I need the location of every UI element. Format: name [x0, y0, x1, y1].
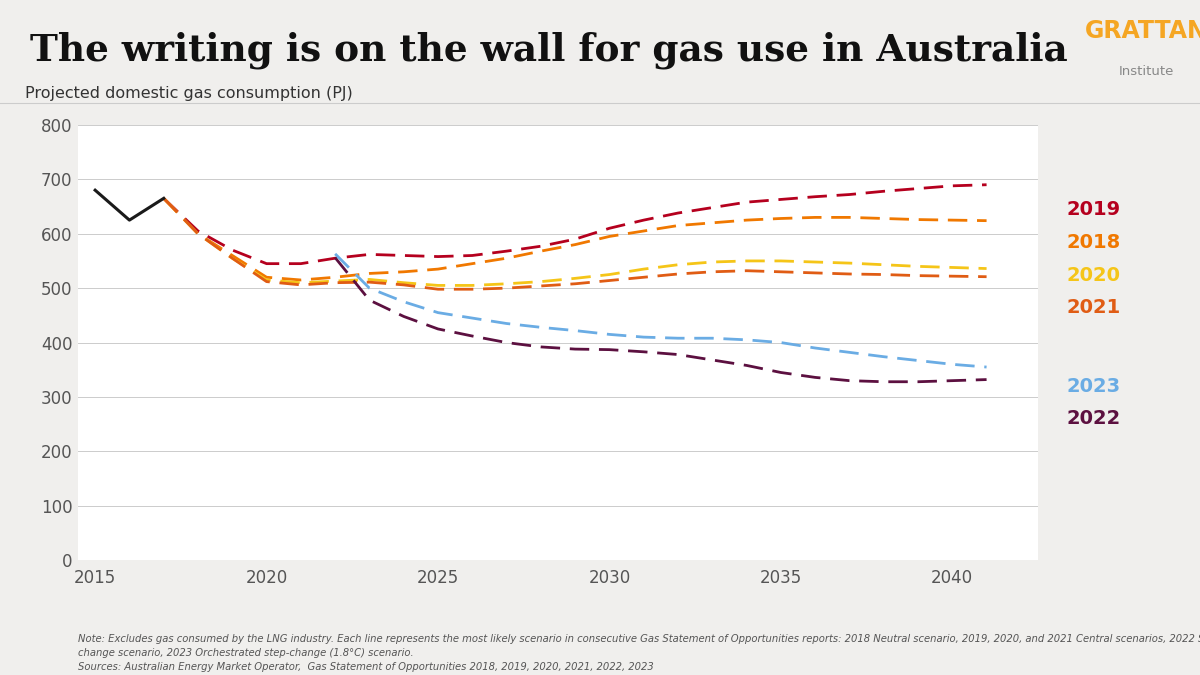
Text: GRATTAN: GRATTAN: [1085, 20, 1200, 43]
Text: 2019: 2019: [1067, 200, 1121, 219]
Text: Note: Excludes gas consumed by the LNG industry. Each line represents the most l: Note: Excludes gas consumed by the LNG i…: [78, 634, 1200, 672]
Text: 2018: 2018: [1067, 233, 1121, 252]
Text: Projected domestic gas consumption (PJ): Projected domestic gas consumption (PJ): [25, 86, 353, 101]
Text: Institute: Institute: [1118, 65, 1174, 78]
Text: 2021: 2021: [1067, 298, 1121, 317]
Text: 2023: 2023: [1067, 377, 1121, 396]
Text: 2022: 2022: [1067, 409, 1121, 428]
Text: 2020: 2020: [1067, 265, 1121, 285]
Text: The writing is on the wall for gas use in Australia: The writing is on the wall for gas use i…: [30, 32, 1068, 69]
